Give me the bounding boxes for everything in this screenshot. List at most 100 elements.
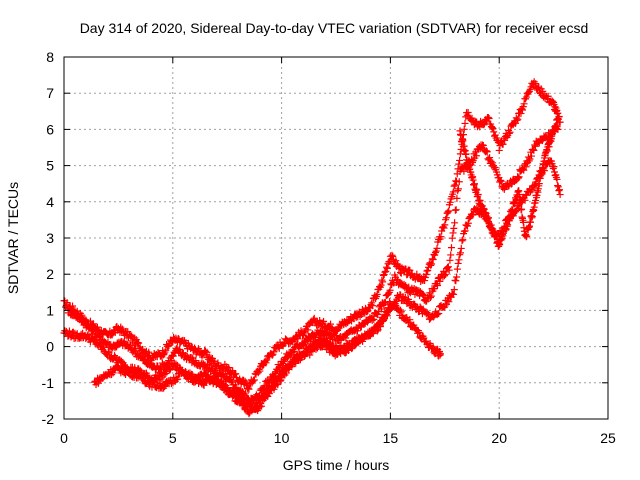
data-point xyxy=(255,365,263,373)
data-point xyxy=(156,352,164,360)
data-point xyxy=(119,364,127,372)
data-point xyxy=(455,178,463,186)
data-point xyxy=(306,351,314,359)
y-tick-label: -2 xyxy=(42,411,55,427)
data-point xyxy=(140,355,148,363)
data-point xyxy=(127,341,135,349)
data-point xyxy=(304,326,312,334)
data-point xyxy=(358,310,366,318)
data-point xyxy=(172,360,180,368)
data-point xyxy=(145,348,153,356)
data-point xyxy=(459,236,467,244)
data-point xyxy=(444,263,452,271)
data-point xyxy=(449,188,457,196)
data-point xyxy=(497,177,505,185)
data-point xyxy=(453,194,461,202)
data-point xyxy=(461,119,469,127)
data-point xyxy=(454,259,462,267)
data-point xyxy=(449,229,457,237)
data-point xyxy=(294,335,302,343)
data-point xyxy=(554,115,562,123)
data-point xyxy=(369,302,377,310)
data-point xyxy=(426,289,434,297)
data-point xyxy=(122,340,130,348)
series-5 xyxy=(456,115,562,250)
data-point xyxy=(517,199,525,207)
data-point xyxy=(134,338,142,346)
data-point xyxy=(491,131,499,139)
data-point xyxy=(441,221,449,229)
data-point xyxy=(397,308,405,316)
data-point xyxy=(419,291,427,299)
y-tick-label: 4 xyxy=(46,194,54,210)
data-point xyxy=(514,115,522,123)
data-point xyxy=(84,331,92,339)
data-point xyxy=(336,341,344,349)
data-point xyxy=(469,211,477,219)
data-point xyxy=(327,320,335,328)
data-point xyxy=(517,110,525,118)
data-point xyxy=(69,328,77,336)
data-point xyxy=(250,376,258,384)
data-point xyxy=(462,150,470,158)
data-point xyxy=(455,256,463,264)
data-point xyxy=(400,280,408,288)
data-point xyxy=(539,87,547,95)
data-point xyxy=(448,234,456,242)
data-point xyxy=(300,329,308,337)
data-point xyxy=(174,375,182,383)
data-point xyxy=(156,379,164,387)
data-point xyxy=(268,351,276,359)
data-point xyxy=(548,97,556,105)
data-point xyxy=(111,344,119,352)
data-point xyxy=(445,298,453,306)
data-point xyxy=(322,335,330,343)
data-point xyxy=(379,278,387,286)
y-tick-label: 1 xyxy=(46,302,54,318)
data-point xyxy=(457,131,465,139)
x-tick-label: 15 xyxy=(383,430,399,446)
data-point xyxy=(358,306,366,314)
data-point xyxy=(373,290,381,298)
data-point xyxy=(496,176,504,184)
data-point xyxy=(528,152,536,160)
data-point xyxy=(96,332,104,340)
data-point xyxy=(489,125,497,133)
data-point xyxy=(522,93,530,101)
data-point xyxy=(329,335,337,343)
data-point xyxy=(245,410,253,418)
data-point xyxy=(270,348,278,356)
data-point xyxy=(91,336,99,344)
data-point xyxy=(452,206,460,214)
data-point xyxy=(532,80,540,88)
data-point xyxy=(456,156,464,164)
data-point xyxy=(376,323,384,331)
data-point xyxy=(182,370,190,378)
data-point xyxy=(383,310,391,318)
data-point xyxy=(300,353,308,361)
data-point xyxy=(461,227,469,235)
data-point xyxy=(476,145,484,153)
data-point xyxy=(556,191,564,199)
data-point xyxy=(270,385,278,393)
data-point xyxy=(124,328,132,336)
data-point xyxy=(175,345,183,353)
data-point xyxy=(389,252,397,260)
data-point xyxy=(383,263,391,271)
data-point xyxy=(428,255,436,263)
y-tick-label: -1 xyxy=(42,375,55,391)
data-point xyxy=(433,282,441,290)
data-point xyxy=(90,326,98,334)
x-tick-label: 10 xyxy=(274,430,290,446)
data-point xyxy=(67,333,75,341)
data-point xyxy=(359,337,367,345)
data-point xyxy=(518,205,526,213)
data-point xyxy=(411,290,419,298)
data-point xyxy=(435,310,443,318)
data-point xyxy=(450,290,458,298)
data-point xyxy=(513,116,521,124)
data-point xyxy=(406,316,414,324)
data-point xyxy=(490,128,498,136)
